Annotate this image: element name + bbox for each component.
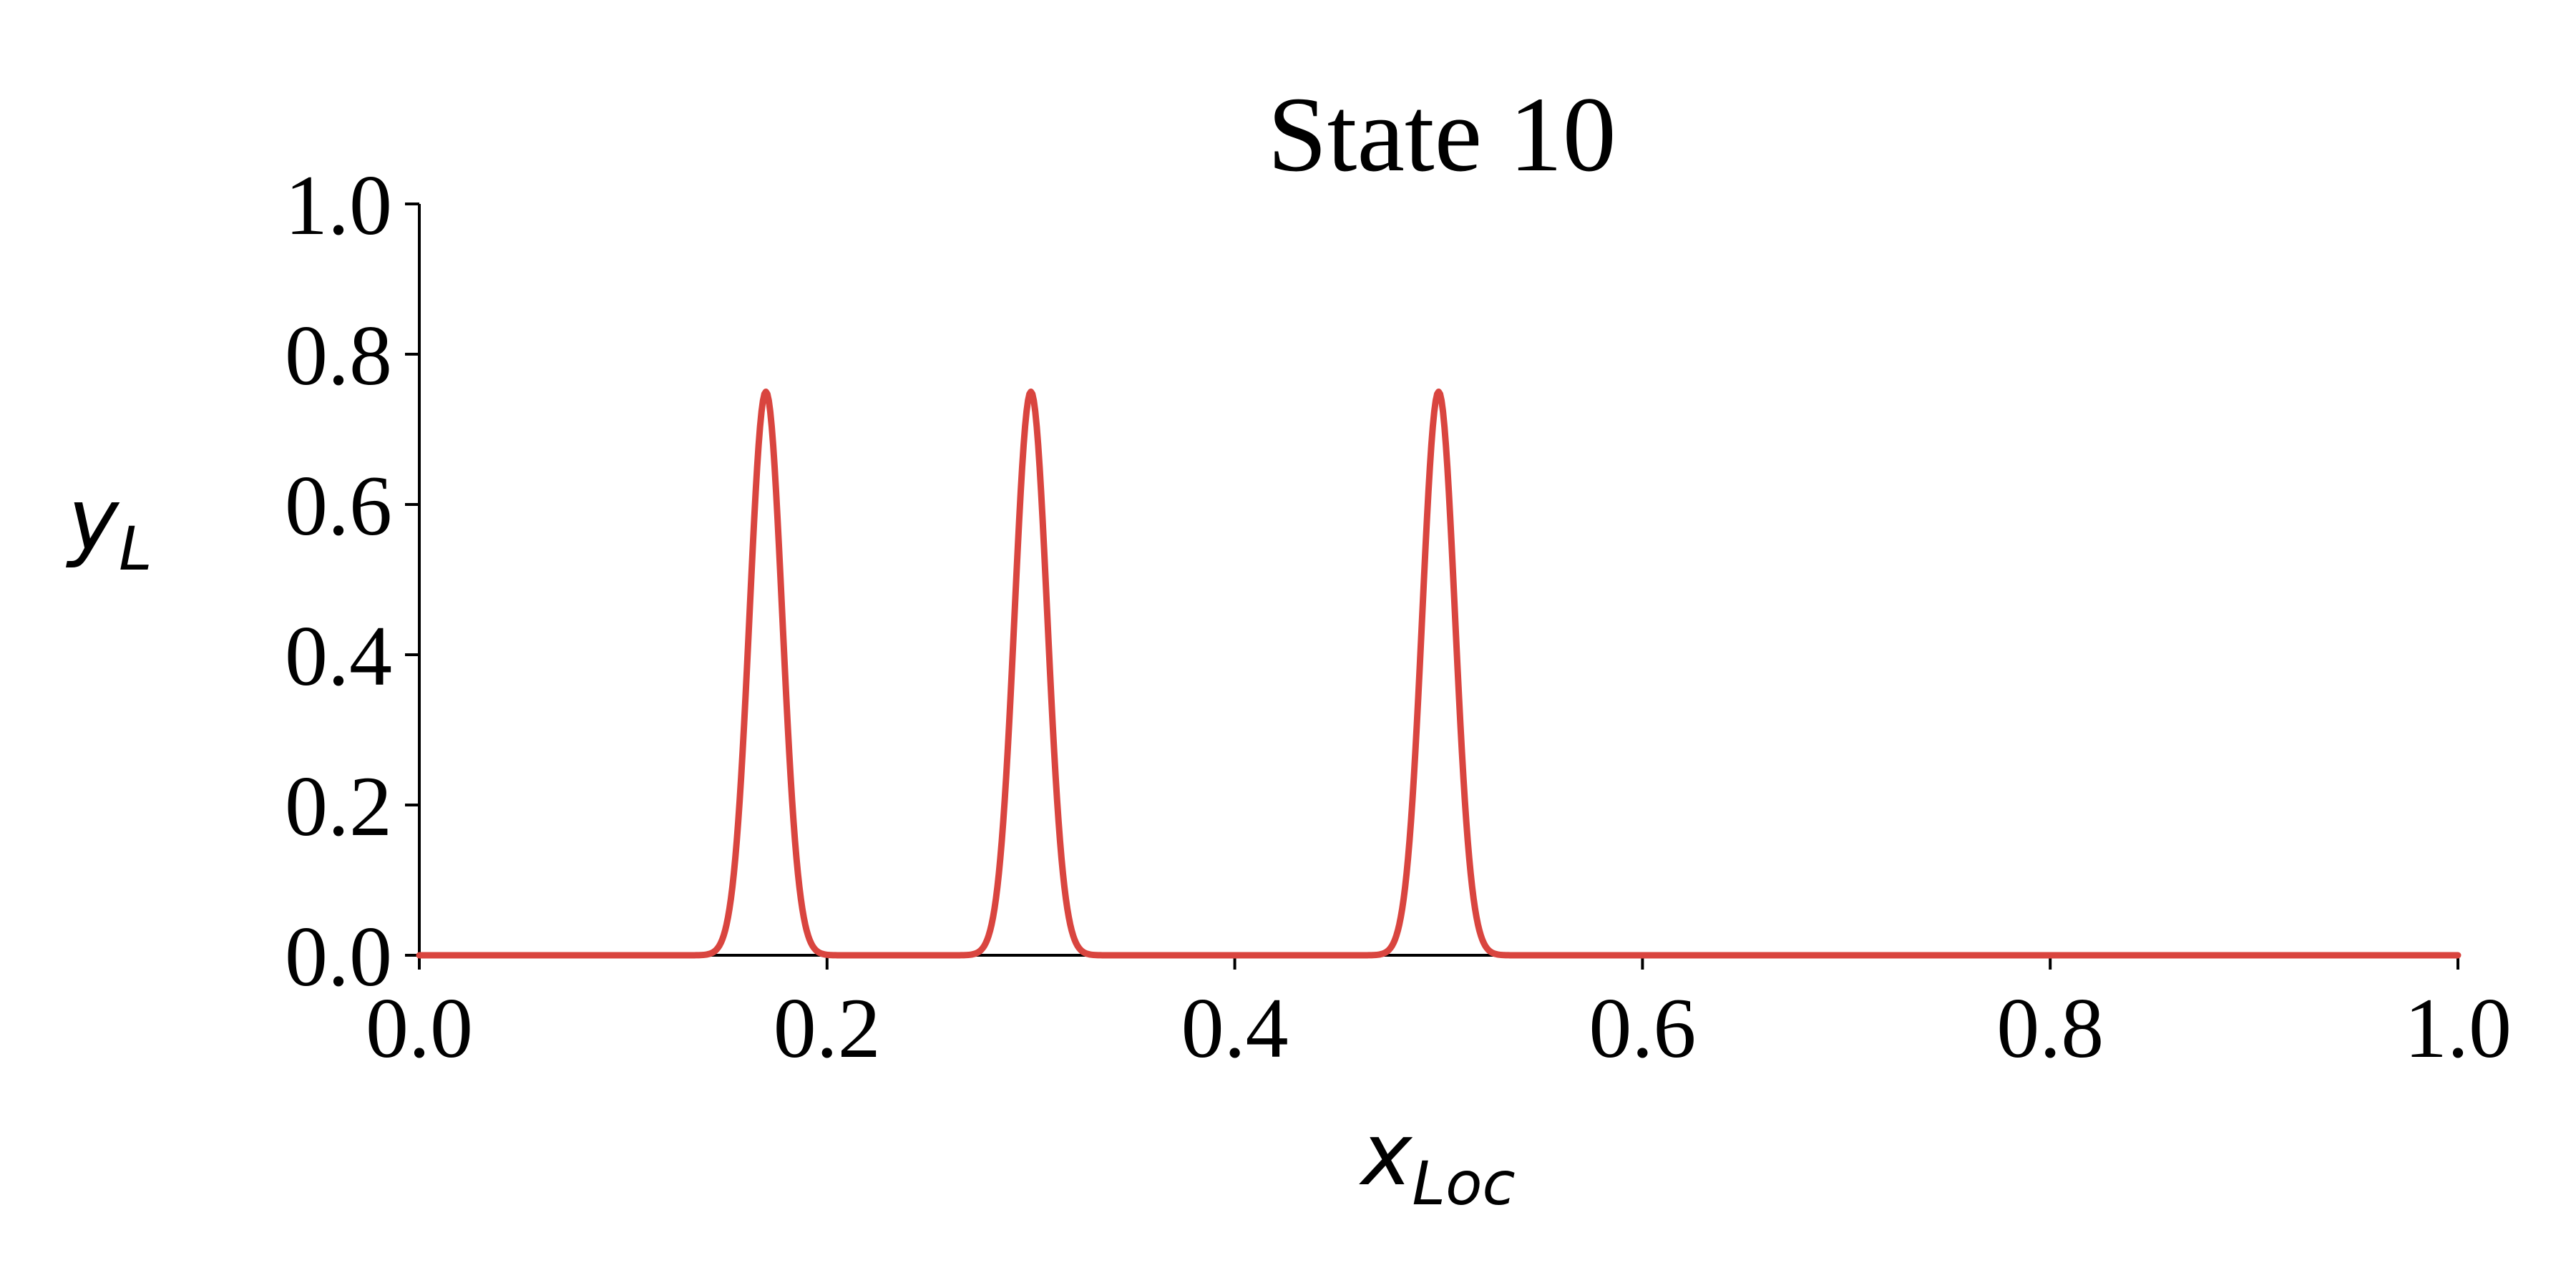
y-axis-label-sub: L <box>119 514 152 584</box>
y-tick-label: 0.4 <box>285 608 392 703</box>
x-tick-label: 0.0 <box>366 980 473 1075</box>
y-tick-label: 0.8 <box>285 308 392 403</box>
x-tick-label: 0.6 <box>1589 980 1696 1075</box>
y-tick-label: 0.2 <box>285 758 392 854</box>
x-tick-label: 1.0 <box>2404 980 2512 1075</box>
plot-area: 0.0 0.2 0.4 0.6 0.8 1.0 0.0 0.2 0.4 0.6 0.8 1.0 <box>285 157 2512 1075</box>
y-axis-label-main: y <box>66 471 120 570</box>
series-line <box>416 389 2462 959</box>
y-tick-label: 1.0 <box>285 157 392 253</box>
series-layer <box>416 389 2462 959</box>
y-tick-label: 0.6 <box>285 458 392 553</box>
axis-ticks: 0.0 0.2 0.4 0.6 0.8 1.0 0.0 0.2 0.4 0.6 0.8 1.0 <box>285 157 2512 1075</box>
x-axis-label: xLoc <box>1358 1106 1515 1219</box>
x-tick-label: 0.8 <box>1996 980 2104 1075</box>
x-axis-label-sub: Loc <box>1412 1148 1515 1219</box>
y-axis-label: yL <box>66 471 152 584</box>
x-tick-label: 0.4 <box>1181 980 1289 1075</box>
x-axis-label-main: x <box>1358 1106 1413 1205</box>
x-tick-label: 0.2 <box>774 980 881 1075</box>
chart-title: State 10 <box>1267 75 1616 194</box>
y-tick-label: 0.0 <box>285 909 392 1004</box>
